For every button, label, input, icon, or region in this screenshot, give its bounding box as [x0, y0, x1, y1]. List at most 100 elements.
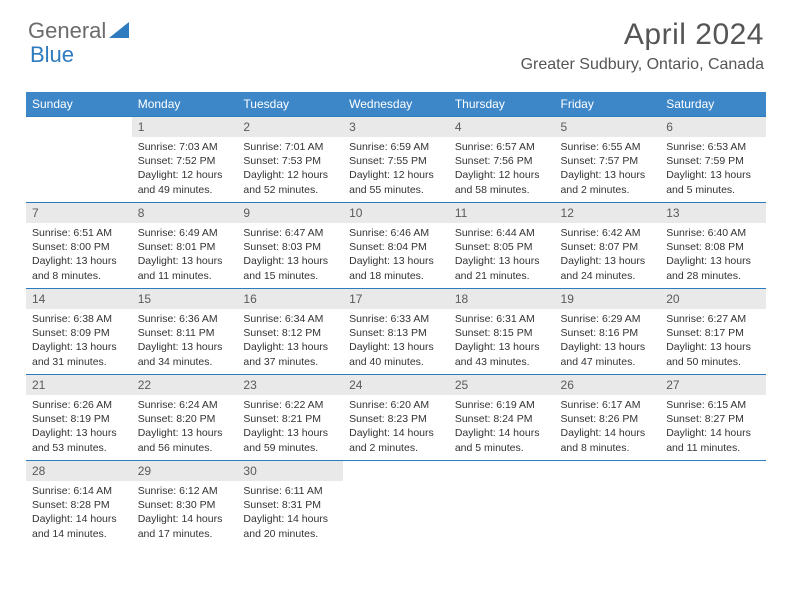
sunset-text: Sunset: 8:09 PM: [32, 326, 126, 340]
day-number: 9: [237, 203, 343, 223]
day-info: Sunrise: 6:20 AMSunset: 8:23 PMDaylight:…: [343, 395, 449, 457]
calendar-empty-cell: [343, 461, 449, 547]
daylight-text-2: and 47 minutes.: [561, 355, 655, 369]
day-info: Sunrise: 6:47 AMSunset: 8:03 PMDaylight:…: [237, 223, 343, 285]
day-info: Sunrise: 6:55 AMSunset: 7:57 PMDaylight:…: [555, 137, 661, 199]
sunrise-text: Sunrise: 6:15 AM: [666, 398, 760, 412]
daylight-text-1: Daylight: 13 hours: [32, 426, 126, 440]
calendar-day-cell: 23Sunrise: 6:22 AMSunset: 8:21 PMDayligh…: [237, 375, 343, 461]
sunset-text: Sunset: 8:31 PM: [243, 498, 337, 512]
sunset-text: Sunset: 8:08 PM: [666, 240, 760, 254]
weekday-header: Monday: [132, 92, 238, 117]
sunset-text: Sunset: 8:15 PM: [455, 326, 549, 340]
logo: General: [28, 18, 129, 44]
sunset-text: Sunset: 8:01 PM: [138, 240, 232, 254]
sunrise-text: Sunrise: 6:19 AM: [455, 398, 549, 412]
daylight-text-1: Daylight: 13 hours: [455, 254, 549, 268]
day-number: 3: [343, 117, 449, 137]
calendar-day-cell: 6Sunrise: 6:53 AMSunset: 7:59 PMDaylight…: [660, 117, 766, 203]
sunrise-text: Sunrise: 6:36 AM: [138, 312, 232, 326]
day-number: 29: [132, 461, 238, 481]
day-info: Sunrise: 6:22 AMSunset: 8:21 PMDaylight:…: [237, 395, 343, 457]
sunrise-text: Sunrise: 6:27 AM: [666, 312, 760, 326]
sunrise-text: Sunrise: 6:51 AM: [32, 226, 126, 240]
day-info: Sunrise: 6:29 AMSunset: 8:16 PMDaylight:…: [555, 309, 661, 371]
day-number: 23: [237, 375, 343, 395]
daylight-text-1: Daylight: 13 hours: [243, 254, 337, 268]
daylight-text-1: Daylight: 12 hours: [349, 168, 443, 182]
sunset-text: Sunset: 8:19 PM: [32, 412, 126, 426]
daylight-text-2: and 58 minutes.: [455, 183, 549, 197]
sunset-text: Sunset: 8:00 PM: [32, 240, 126, 254]
daylight-text-2: and 2 minutes.: [561, 183, 655, 197]
day-number: 27: [660, 375, 766, 395]
daylight-text-1: Daylight: 13 hours: [32, 254, 126, 268]
calendar-day-cell: 1Sunrise: 7:03 AMSunset: 7:52 PMDaylight…: [132, 117, 238, 203]
sunrise-text: Sunrise: 6:42 AM: [561, 226, 655, 240]
sunrise-text: Sunrise: 6:57 AM: [455, 140, 549, 154]
daylight-text-2: and 18 minutes.: [349, 269, 443, 283]
sunset-text: Sunset: 8:17 PM: [666, 326, 760, 340]
calendar-day-cell: 4Sunrise: 6:57 AMSunset: 7:56 PMDaylight…: [449, 117, 555, 203]
day-info: Sunrise: 6:42 AMSunset: 8:07 PMDaylight:…: [555, 223, 661, 285]
daylight-text-2: and 17 minutes.: [138, 527, 232, 541]
daylight-text-1: Daylight: 14 hours: [666, 426, 760, 440]
calendar-day-cell: 2Sunrise: 7:01 AMSunset: 7:53 PMDaylight…: [237, 117, 343, 203]
calendar-day-cell: 7Sunrise: 6:51 AMSunset: 8:00 PMDaylight…: [26, 203, 132, 289]
sunrise-text: Sunrise: 6:24 AM: [138, 398, 232, 412]
logo-text-blue: Blue: [30, 42, 74, 68]
sunrise-text: Sunrise: 6:46 AM: [349, 226, 443, 240]
day-info: Sunrise: 6:15 AMSunset: 8:27 PMDaylight:…: [660, 395, 766, 457]
daylight-text-2: and 49 minutes.: [138, 183, 232, 197]
logo-text-general: General: [28, 18, 106, 44]
header: General April 2024 Greater Sudbury, Onta…: [0, 0, 792, 78]
day-number: 8: [132, 203, 238, 223]
day-info: Sunrise: 6:11 AMSunset: 8:31 PMDaylight:…: [237, 481, 343, 543]
calendar-empty-cell: [449, 461, 555, 547]
daylight-text-2: and 8 minutes.: [32, 269, 126, 283]
day-info: Sunrise: 6:14 AMSunset: 8:28 PMDaylight:…: [26, 481, 132, 543]
day-number: 11: [449, 203, 555, 223]
day-info: Sunrise: 6:19 AMSunset: 8:24 PMDaylight:…: [449, 395, 555, 457]
calendar-empty-cell: [555, 461, 661, 547]
calendar-empty-cell: [660, 461, 766, 547]
calendar-day-cell: 25Sunrise: 6:19 AMSunset: 8:24 PMDayligh…: [449, 375, 555, 461]
calendar-week-row: 28Sunrise: 6:14 AMSunset: 8:28 PMDayligh…: [26, 461, 766, 547]
calendar-day-cell: 9Sunrise: 6:47 AMSunset: 8:03 PMDaylight…: [237, 203, 343, 289]
day-info: Sunrise: 6:33 AMSunset: 8:13 PMDaylight:…: [343, 309, 449, 371]
calendar-day-cell: 22Sunrise: 6:24 AMSunset: 8:20 PMDayligh…: [132, 375, 238, 461]
daylight-text-1: Daylight: 13 hours: [32, 340, 126, 354]
sunrise-text: Sunrise: 6:49 AM: [138, 226, 232, 240]
sunrise-text: Sunrise: 7:01 AM: [243, 140, 337, 154]
daylight-text-1: Daylight: 12 hours: [138, 168, 232, 182]
calendar-day-cell: 13Sunrise: 6:40 AMSunset: 8:08 PMDayligh…: [660, 203, 766, 289]
calendar-day-cell: 24Sunrise: 6:20 AMSunset: 8:23 PMDayligh…: [343, 375, 449, 461]
daylight-text-2: and 24 minutes.: [561, 269, 655, 283]
day-info: Sunrise: 6:24 AMSunset: 8:20 PMDaylight:…: [132, 395, 238, 457]
daylight-text-1: Daylight: 13 hours: [455, 340, 549, 354]
sunrise-text: Sunrise: 6:44 AM: [455, 226, 549, 240]
calendar-day-cell: 18Sunrise: 6:31 AMSunset: 8:15 PMDayligh…: [449, 289, 555, 375]
daylight-text-1: Daylight: 13 hours: [666, 340, 760, 354]
calendar-week-row: 14Sunrise: 6:38 AMSunset: 8:09 PMDayligh…: [26, 289, 766, 375]
sunrise-text: Sunrise: 6:59 AM: [349, 140, 443, 154]
daylight-text-1: Daylight: 12 hours: [243, 168, 337, 182]
day-number: 14: [26, 289, 132, 309]
sunrise-text: Sunrise: 6:33 AM: [349, 312, 443, 326]
day-info: Sunrise: 6:36 AMSunset: 8:11 PMDaylight:…: [132, 309, 238, 371]
sunset-text: Sunset: 7:53 PM: [243, 154, 337, 168]
sunset-text: Sunset: 8:27 PM: [666, 412, 760, 426]
month-title: April 2024: [521, 18, 764, 52]
daylight-text-1: Daylight: 13 hours: [349, 254, 443, 268]
day-number: 16: [237, 289, 343, 309]
sunrise-text: Sunrise: 6:47 AM: [243, 226, 337, 240]
calendar-day-cell: 21Sunrise: 6:26 AMSunset: 8:19 PMDayligh…: [26, 375, 132, 461]
calendar-week-row: 21Sunrise: 6:26 AMSunset: 8:19 PMDayligh…: [26, 375, 766, 461]
sunrise-text: Sunrise: 6:14 AM: [32, 484, 126, 498]
sunset-text: Sunset: 8:03 PM: [243, 240, 337, 254]
sunset-text: Sunset: 8:16 PM: [561, 326, 655, 340]
day-number: 25: [449, 375, 555, 395]
sunrise-text: Sunrise: 6:34 AM: [243, 312, 337, 326]
day-info: Sunrise: 6:34 AMSunset: 8:12 PMDaylight:…: [237, 309, 343, 371]
calendar-day-cell: 29Sunrise: 6:12 AMSunset: 8:30 PMDayligh…: [132, 461, 238, 547]
